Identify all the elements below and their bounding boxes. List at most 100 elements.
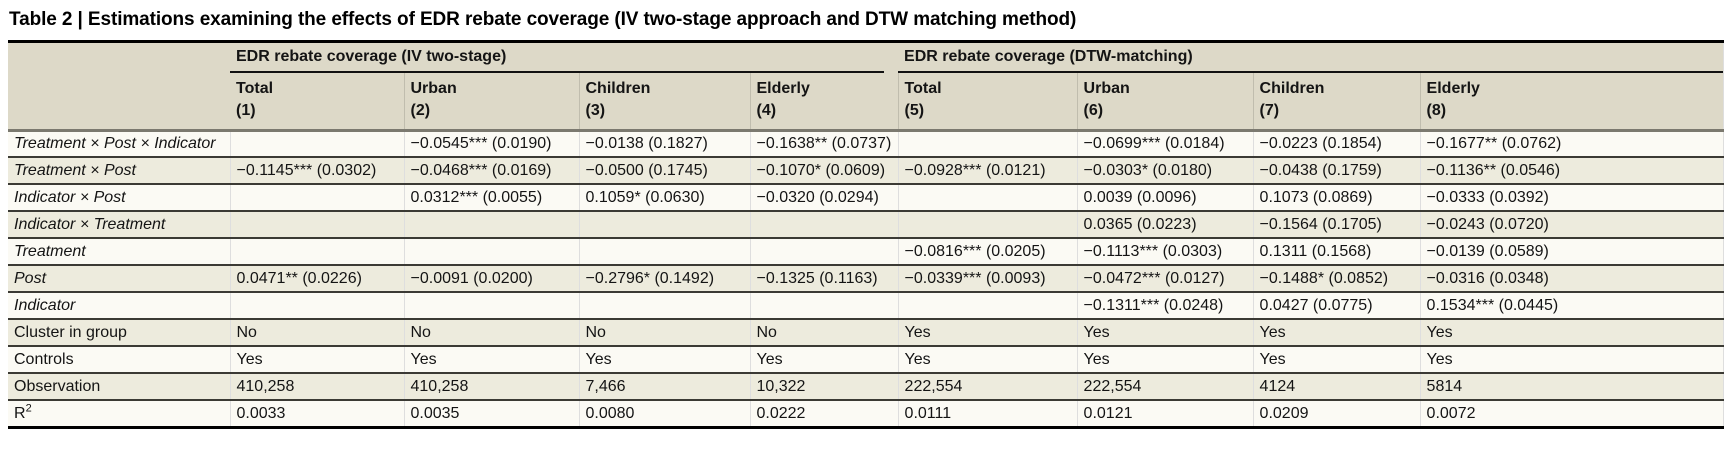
column-group-row: EDR rebate coverage (IV two-stage) EDR r…: [8, 41, 1724, 132]
results-table: EDR rebate coverage (IV two-stage) EDR r…: [8, 40, 1724, 429]
column-header-5: Total (5): [897, 73, 1078, 132]
table-cell: [897, 210, 1078, 239]
column-group-header-iv: EDR rebate coverage (IV two-stage): [230, 41, 899, 73]
table-cell: 0.0072: [1419, 399, 1724, 428]
table-cell: −0.0320 (0.0294): [749, 183, 899, 212]
table-title: Table 2 | Estimations examining the effe…: [9, 9, 1077, 30]
table-cell: 0.1073 (0.0869): [1252, 183, 1421, 212]
table-cell: Yes: [403, 345, 579, 374]
table-cell: −0.1070* (0.0609): [749, 156, 899, 185]
row-label: Treatment × Post × Indicator: [14, 135, 216, 153]
table-row-treatment: Treatment −0.0816*** (0.0205) −0.1113***…: [8, 237, 1724, 266]
table-cell: No: [749, 318, 899, 347]
column-header-3: Children (3): [578, 73, 750, 132]
table-cell: Yes: [1076, 318, 1254, 347]
table-cell: Yes: [1252, 345, 1421, 374]
row-label: R2: [8, 399, 230, 428]
table-row-treatment-post-indicator: Treatment × Post × Indicator −0.0545*** …: [8, 130, 1724, 158]
table-cell: −0.0138 (0.1827): [578, 130, 750, 158]
table-cell: 0.0035: [403, 399, 579, 428]
table-cell: [229, 210, 404, 239]
table-cell: −0.1113*** (0.0303): [1076, 237, 1254, 266]
row-label: Controls: [8, 345, 230, 374]
table-cell: 0.0365 (0.0223): [1076, 210, 1254, 239]
table-cell: 410,258: [403, 372, 579, 401]
table-cell: 0.0209: [1252, 399, 1421, 428]
table-cell: No: [229, 318, 404, 347]
table-row-indicator: Indicator −0.1311*** (0.0248) 0.0427 (0.…: [8, 291, 1724, 320]
row-label: Observation: [8, 372, 230, 401]
column-header-row: Total (1) Urban (2) Children (3) Elderly (4)…: [8, 73, 1724, 132]
table-cell: [749, 237, 899, 266]
table-cell: 0.1534*** (0.0445): [1419, 291, 1724, 320]
row-label: Indicator × Post: [8, 183, 230, 212]
table-cell: Yes: [1252, 318, 1421, 347]
table-cell: 5814: [1419, 372, 1724, 401]
table-cell: −0.0139 (0.0589): [1419, 237, 1724, 266]
superscript: 2: [25, 402, 32, 415]
column-header-2: Urban (2): [403, 73, 579, 132]
table-row-indicator-treatment: Indicator × Treatment 0.0365 (0.0223) −0…: [8, 210, 1724, 239]
table-cell: 410,258: [229, 372, 404, 401]
column-header-7: Children (7): [1252, 73, 1421, 132]
table-cell: Yes: [1419, 318, 1724, 347]
row-label: Cluster in group: [8, 318, 230, 347]
column-header-8: Elderly (8): [1419, 73, 1724, 132]
table-cell: −0.0333 (0.0392): [1419, 183, 1724, 212]
table-cell: 0.0312*** (0.0055): [403, 183, 579, 212]
table-cell: Yes: [229, 345, 404, 374]
table-cell: −0.1136** (0.0546): [1419, 156, 1724, 185]
table-cell: −0.0500 (0.1745): [578, 156, 750, 185]
table-cell: No: [578, 318, 750, 347]
table-cell: [749, 210, 899, 239]
table-cell: 0.0111: [897, 399, 1078, 428]
table-cell: [403, 210, 579, 239]
table-cell: No: [403, 318, 579, 347]
table-cell: 10,322: [749, 372, 899, 401]
table-row-cluster-in-group: Cluster in group No No No No Yes Yes Yes…: [8, 318, 1724, 347]
table-cell: −0.0316 (0.0348): [1419, 264, 1724, 293]
row-label: Treatment × Post: [8, 156, 230, 185]
table-cell: 0.0222: [749, 399, 899, 428]
table-cell: 4124: [1252, 372, 1421, 401]
row-label: Indicator × Treatment: [8, 210, 230, 239]
table-cell: 222,554: [1076, 372, 1254, 401]
corner-cell: [8, 41, 230, 132]
table-cell: 0.0427 (0.0775): [1252, 291, 1421, 320]
table-cell: −0.0091 (0.0200): [403, 264, 579, 293]
table-cell: −0.0699*** (0.0184): [1076, 130, 1254, 158]
table-cell: [897, 291, 1078, 320]
table-header: EDR rebate coverage (IV two-stage) EDR r…: [8, 41, 1724, 132]
table-cell: −0.0223 (0.1854): [1252, 130, 1421, 158]
table-cell: −0.0303* (0.0180): [1076, 156, 1254, 185]
table-row-indicator-post: Indicator × Post 0.0312*** (0.0055) 0.10…: [8, 183, 1724, 212]
table-cell: 0.0121: [1076, 399, 1254, 428]
table-cell: Yes: [897, 318, 1078, 347]
table-cell: [897, 183, 1078, 212]
table-cell: −0.0468*** (0.0169): [403, 156, 579, 185]
table-cell: −0.0339*** (0.0093): [897, 264, 1078, 293]
table-cell: 7,466: [578, 372, 750, 401]
table-cell: Yes: [578, 345, 750, 374]
table-cell: −0.2796* (0.1492): [578, 264, 750, 293]
table-cell: 0.0080: [578, 399, 750, 428]
table-cell: −0.0243 (0.0720): [1419, 210, 1724, 239]
table-cell: [229, 291, 404, 320]
table-cell: 0.1059* (0.0630): [578, 183, 750, 212]
table-cell: [403, 237, 579, 266]
column-header-4: Elderly (4): [749, 73, 899, 132]
table-row-treatment-post: Treatment × Post −0.1145*** (0.0302) −0.…: [8, 156, 1724, 185]
table-body: Treatment × Post × Indicator −0.0545*** …: [8, 130, 1724, 428]
table-cell: [749, 291, 899, 320]
table-cell: −0.0438 (0.1759): [1252, 156, 1421, 185]
table-row-r-squared: R2 0.0033 0.0035 0.0080 0.0222 0.0111 0.…: [8, 399, 1724, 428]
table-cell: −0.0545*** (0.0190): [403, 130, 579, 158]
table-cell: [229, 130, 404, 158]
table-cell: 222,554: [897, 372, 1078, 401]
table-cell: [403, 291, 579, 320]
table-cell: 0.0039 (0.0096): [1076, 183, 1254, 212]
table-cell: [229, 237, 404, 266]
table-cell: −0.1638** (0.0737): [749, 130, 899, 158]
table-cell: −0.0472*** (0.0127): [1076, 264, 1254, 293]
table-cell: Yes: [897, 345, 1078, 374]
